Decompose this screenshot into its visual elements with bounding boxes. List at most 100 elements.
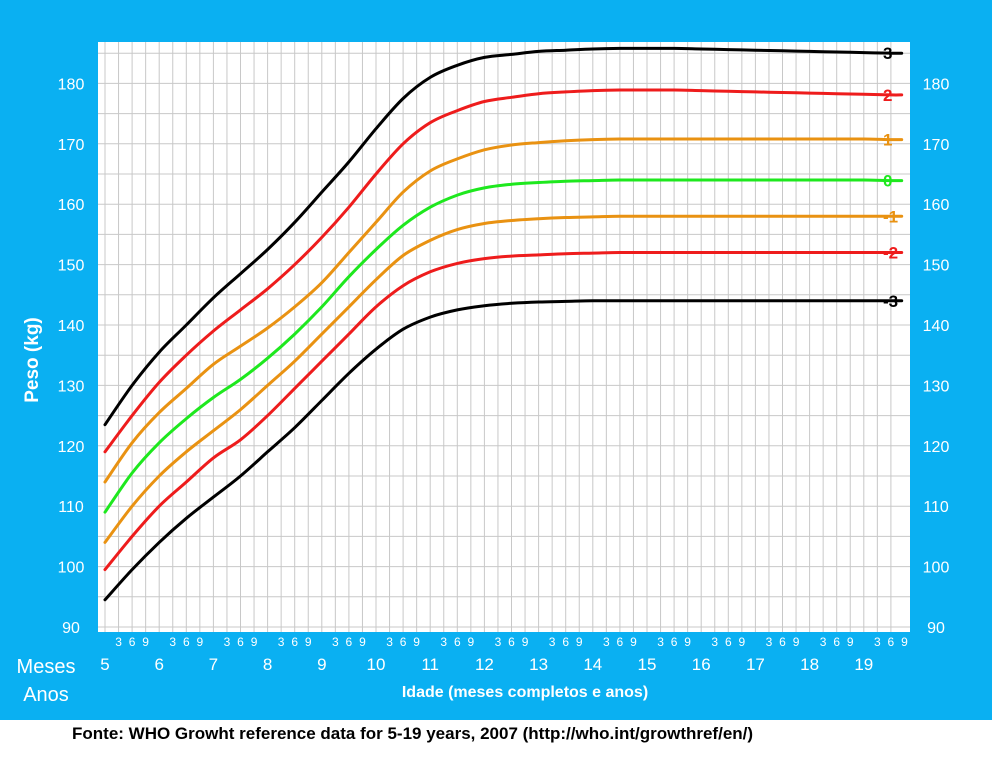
x-month-tick-label: 9 (197, 635, 204, 649)
series-line-0 (103, 178, 904, 514)
x-month-tick-label: 3 (278, 635, 285, 649)
y-tick-label-right: 130 (923, 378, 950, 395)
x-month-tick-label: 3 (332, 635, 339, 649)
y-tick-label-left: 140 (58, 318, 85, 335)
series-line--1 (103, 214, 904, 544)
series-label--2: -2 (883, 244, 898, 263)
x-month-tick-label: 6 (291, 635, 298, 649)
x-year-tick-label: 10 (367, 655, 386, 674)
x-month-tick-label: 3 (603, 635, 610, 649)
x-month-tick-label: 6 (671, 635, 678, 649)
x-month-tick-label: 3 (766, 635, 773, 649)
series-label-3: 3 (883, 44, 892, 63)
y-tick-label-right: 180 (923, 76, 950, 93)
x-month-tick-label: 9 (522, 635, 529, 649)
y-tick-label-left: 130 (58, 378, 85, 395)
months-label: Meses (17, 656, 76, 678)
y-tick-label-left: 160 (58, 197, 85, 214)
x-month-tick-label: 6 (129, 635, 136, 649)
x-year-tick-label: 9 (317, 655, 326, 674)
x-year-tick-label: 17 (746, 655, 765, 674)
x-month-tick-label: 9 (684, 635, 691, 649)
x-month-tick-label: 3 (549, 635, 556, 649)
y-tick-label-right: 90 (927, 620, 945, 637)
x-month-tick-label: 9 (413, 635, 420, 649)
x-month-tick-label: 9 (359, 635, 366, 649)
x-month-tick-label: 6 (508, 635, 515, 649)
x-month-tick-label: 3 (115, 635, 122, 649)
x-month-tick-label: 3 (874, 635, 881, 649)
x-year-tick-label: 13 (529, 655, 548, 674)
x-month-tick-label: 6 (779, 635, 786, 649)
x-month-tick-label: 6 (183, 635, 190, 649)
x-year-tick-label: 16 (692, 655, 711, 674)
plot-area (98, 42, 910, 632)
x-month-tick-label: 6 (888, 635, 895, 649)
source-note: Fonte: WHO Growht reference data for 5-1… (72, 724, 754, 743)
x-month-tick-label: 3 (495, 635, 502, 649)
series-line-1 (103, 137, 904, 484)
y-tick-label-left: 90 (62, 620, 80, 637)
y-tick-label-right: 100 (923, 560, 950, 577)
x-month-tick-label: 3 (440, 635, 447, 649)
x-month-tick-label: 3 (820, 635, 827, 649)
y-tick-label-right: 160 (923, 197, 950, 214)
series-line-2 (103, 88, 904, 454)
series-label--1: -1 (883, 207, 898, 226)
x-year-tick-label: 5 (100, 655, 109, 674)
x-year-tick-label: 12 (475, 655, 494, 674)
y-tick-label-left: 110 (58, 499, 84, 516)
x-month-tick-label: 9 (305, 635, 312, 649)
x-month-tick-label: 6 (725, 635, 732, 649)
y-tick-label-right: 170 (923, 137, 950, 154)
x-month-tick-label: 9 (847, 635, 854, 649)
y-tick-label-left: 150 (58, 258, 85, 275)
x-month-tick-label: 9 (630, 635, 637, 649)
y-tick-label-right: 150 (923, 258, 950, 275)
y-tick-label-left: 120 (58, 439, 85, 456)
x-month-tick-label: 9 (576, 635, 583, 649)
years-label: Anos (23, 684, 69, 706)
x-month-tick-label: 3 (386, 635, 393, 649)
x-year-tick-label: 18 (800, 655, 819, 674)
y-tick-label-right: 140 (923, 318, 950, 335)
x-month-tick-label: 6 (454, 635, 461, 649)
y-tick-label-right: 120 (923, 439, 950, 456)
y-tick-label-left: 170 (58, 137, 85, 154)
series-group: 3 2 1 0 -1 -2 -3 (103, 44, 904, 602)
x-month-tick-label: 6 (562, 635, 569, 649)
x-month-tick-label: 6 (833, 635, 840, 649)
x-year-tick-label: 7 (209, 655, 218, 674)
x-month-tick-label: 9 (793, 635, 800, 649)
x-month-tick-label: 9 (901, 635, 908, 649)
x-month-tick-label: 3 (169, 635, 176, 649)
x-month-tick-label: 6 (400, 635, 407, 649)
y-tick-label-left: 100 (58, 560, 85, 577)
x-month-tick-label: 9 (251, 635, 258, 649)
x-month-tick-label: 9 (739, 635, 746, 649)
series-line--3 (103, 299, 904, 602)
y-axis-title: Peso (kg) (22, 317, 43, 403)
series-label-2: 2 (883, 86, 892, 105)
series-line-3 (103, 46, 904, 427)
series-label--3: -3 (883, 292, 898, 311)
x-month-tick-label: 9 (142, 635, 149, 649)
series-line--2 (103, 250, 904, 572)
series-label-0: 0 (883, 172, 892, 191)
x-month-tick-label: 3 (657, 635, 664, 649)
x-year-tick-label: 19 (854, 655, 873, 674)
x-year-tick-label: 8 (263, 655, 272, 674)
x-axis-title: Idade (meses completos e anos) (402, 684, 648, 701)
series-label-1: 1 (883, 131, 892, 150)
y-tick-label-right: 110 (923, 499, 949, 516)
x-month-tick-label: 6 (617, 635, 624, 649)
x-month-tick-label: 3 (224, 635, 231, 649)
x-month-tick-label: 9 (468, 635, 475, 649)
y-tick-label-left: 180 (58, 76, 85, 93)
x-year-tick-label: 15 (638, 655, 657, 674)
x-year-tick-label: 6 (154, 655, 163, 674)
x-year-tick-label: 14 (583, 655, 602, 674)
x-year-tick-label: 11 (421, 655, 439, 674)
